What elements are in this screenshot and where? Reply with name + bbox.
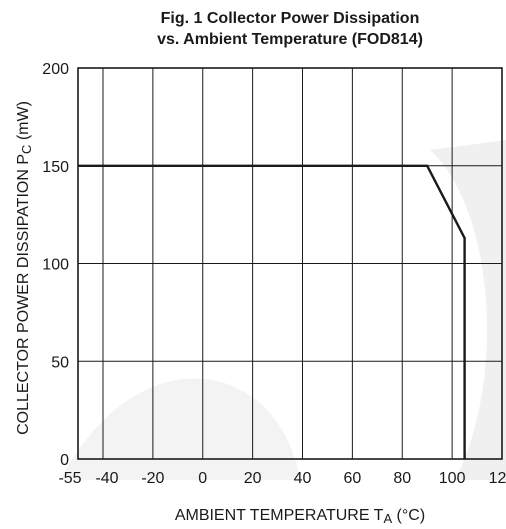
y-axis-label-unit: (mW)	[15, 101, 32, 145]
x-tick-label: 80	[393, 470, 411, 487]
x-tick-label: -20	[141, 470, 164, 487]
y-tick-label: 200	[42, 61, 69, 78]
x-tick-label: 100	[439, 470, 466, 487]
y-axis-label-main: COLLECTOR POWER DISSIPATION P	[15, 154, 32, 435]
chart-title: Fig. 1 Collector Power Dissipation vs. A…	[90, 8, 490, 50]
chart-title-line-2: vs. Ambient Temperature (FOD814)	[157, 31, 423, 48]
watermark-shape-bottom	[60, 378, 300, 480]
x-tick-label: 40	[294, 470, 312, 487]
plot-frame	[77, 67, 503, 460]
watermark-shape-right	[430, 140, 506, 480]
x-tick-label: 20	[244, 470, 262, 487]
x-tick-label: -55	[58, 470, 81, 487]
x-tick-label: 60	[343, 470, 361, 487]
y-tick-label: 150	[42, 159, 69, 176]
watermark-background	[60, 140, 506, 480]
x-tick-label: -40	[95, 470, 118, 487]
y-tick-label: 0	[60, 452, 69, 469]
y-tick-label: 50	[51, 354, 69, 371]
x-tick-label: 120	[489, 470, 506, 487]
x-tick-labels: -55 -40 -20 0 20 40 60 80 100 120	[58, 470, 506, 487]
y-axis-label-subscript: C	[19, 145, 34, 154]
x-axis-label-subscript: A	[383, 511, 392, 526]
y-tick-labels: 0 50 100 150 200	[42, 61, 69, 469]
grid-lines	[78, 68, 502, 459]
y-tick-label: 100	[42, 257, 69, 274]
x-axis-label-unit: (°C)	[392, 507, 425, 524]
x-axis-label: AMBIENT TEMPERATURE TA (°C)	[175, 507, 425, 526]
y-axis-label: COLLECTOR POWER DISSIPATION PC (mW)	[15, 101, 34, 435]
x-axis-label-main: AMBIENT TEMPERATURE T	[175, 507, 384, 524]
power-dissipation-line	[78, 164, 466, 459]
x-tick-label: 0	[198, 470, 207, 487]
chart-title-line-1: Fig. 1 Collector Power Dissipation	[160, 10, 420, 27]
